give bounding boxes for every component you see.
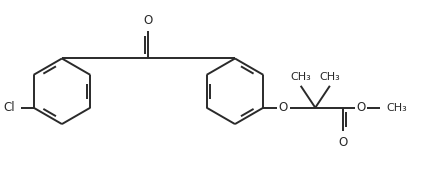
Text: O: O bbox=[356, 101, 365, 114]
Text: CH₃: CH₃ bbox=[319, 72, 340, 82]
Text: CH₃: CH₃ bbox=[387, 103, 408, 113]
Text: CH₃: CH₃ bbox=[290, 72, 311, 82]
Text: O: O bbox=[144, 14, 153, 27]
Text: Cl: Cl bbox=[4, 101, 15, 114]
Text: O: O bbox=[338, 136, 347, 149]
Text: O: O bbox=[279, 101, 288, 114]
